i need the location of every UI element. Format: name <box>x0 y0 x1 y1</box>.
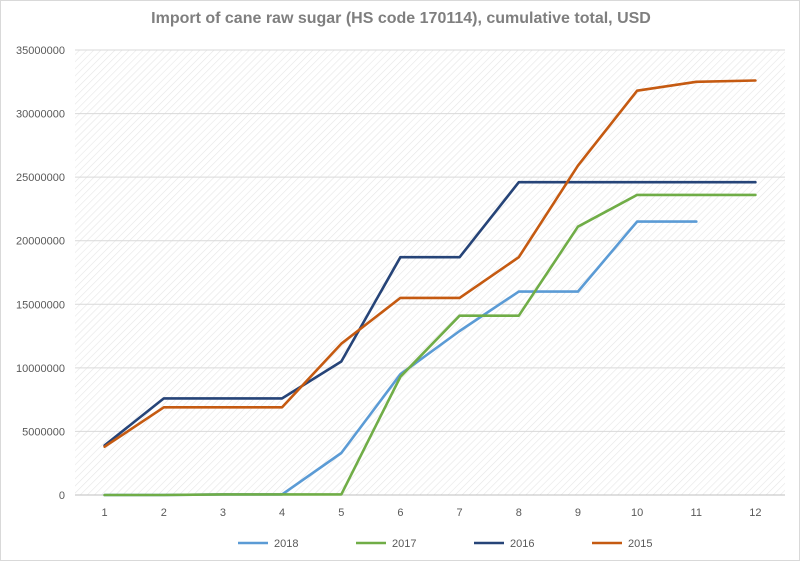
x-tick-label: 4 <box>279 507 285 519</box>
series-line-2015 <box>103 79 757 449</box>
x-tick-label: 9 <box>575 507 581 519</box>
plot-area <box>75 50 785 495</box>
y-tick-label: 20000000 <box>16 236 65 248</box>
legend-item-2015: 2015 <box>592 538 652 550</box>
x-tick-label: 1 <box>102 507 108 519</box>
y-tick-label: 25000000 <box>16 172 65 184</box>
legend-label: 2018 <box>274 538 298 550</box>
y-tick-label: 30000000 <box>16 109 65 121</box>
legend-label: 2017 <box>392 538 416 550</box>
x-tick-label: 6 <box>397 507 403 519</box>
y-tick-label: 35000000 <box>16 45 65 57</box>
legend-item-2018: 2018 <box>238 538 298 550</box>
x-tick-label: 7 <box>457 507 463 519</box>
series-line-2016 <box>103 180 757 447</box>
x-tick-label: 11 <box>691 507 702 519</box>
legend-label: 2016 <box>510 538 534 550</box>
x-tick-label: 2 <box>161 507 167 519</box>
y-tick-label: 0 <box>59 490 65 502</box>
y-tick-label: 15000000 <box>16 299 65 311</box>
x-tick-label: 3 <box>220 507 226 519</box>
y-tick-label: 10000000 <box>16 363 65 375</box>
legend-item-2017: 2017 <box>356 538 416 550</box>
x-tick-label: 8 <box>516 507 522 519</box>
series-line-2017 <box>103 193 757 497</box>
x-tick-label: 5 <box>338 507 344 519</box>
chart-title: Import of cane raw sugar (HS code 170114… <box>151 10 651 27</box>
x-tick-label: 12 <box>749 507 761 519</box>
y-tick-label: 5000000 <box>22 426 65 438</box>
legend-label: 2015 <box>628 538 652 550</box>
x-tick-label: 10 <box>631 507 643 519</box>
legend-item-2016: 2016 <box>474 538 534 550</box>
